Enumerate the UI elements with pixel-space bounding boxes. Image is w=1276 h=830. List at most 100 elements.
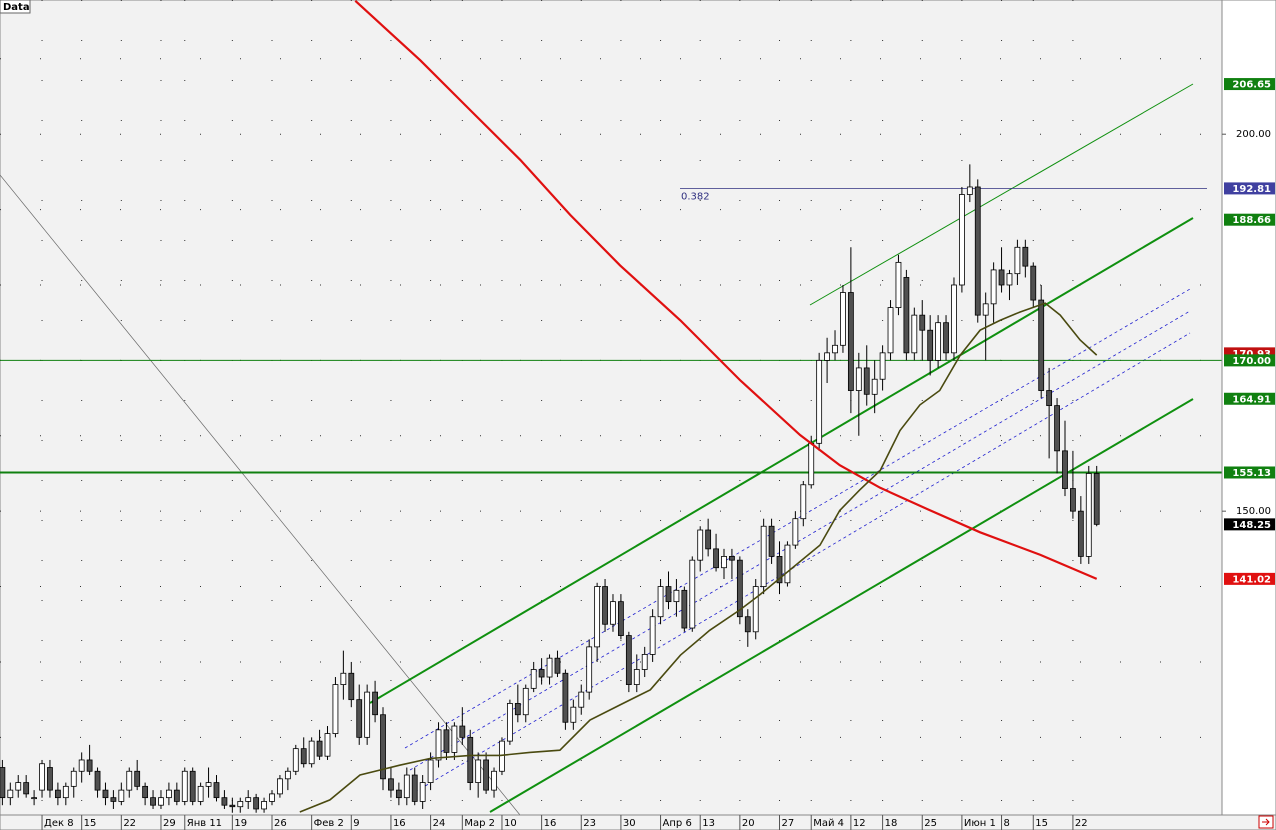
x-tick-label: 16 xyxy=(393,818,406,829)
price-tag xyxy=(1224,78,1275,91)
x-tick-label: 27 xyxy=(782,818,795,829)
candle-body xyxy=(927,329,934,361)
x-tick-label: Июн 1 xyxy=(964,818,996,829)
candle-body xyxy=(205,782,212,787)
candle-body xyxy=(300,748,307,765)
price-tag-label: 155.13 xyxy=(1232,468,1271,479)
candle-body xyxy=(816,359,823,444)
candle-body xyxy=(840,292,846,346)
x-tick-label: 26 xyxy=(274,818,287,829)
candle-body xyxy=(705,529,712,550)
x-tick-label: Дек 8 xyxy=(44,818,74,829)
candle-body xyxy=(459,725,466,738)
candle-body xyxy=(903,277,910,354)
candle-body xyxy=(808,442,815,486)
candle-body xyxy=(332,684,339,734)
x-tick-label: 23 xyxy=(583,818,596,829)
candle-body xyxy=(324,733,331,757)
x-tick-label: Янв 11 xyxy=(187,818,222,829)
candle-body xyxy=(94,770,101,791)
candle-body xyxy=(388,778,394,791)
candle-body xyxy=(491,770,497,791)
candle-body xyxy=(419,782,426,802)
candle-body xyxy=(681,589,688,629)
candle-body xyxy=(1093,473,1100,525)
candle-body xyxy=(372,691,378,716)
candle-body xyxy=(229,804,236,808)
candle-body xyxy=(47,767,53,791)
candle-body xyxy=(78,759,85,772)
candle-body xyxy=(150,797,156,806)
candle-body xyxy=(54,789,61,799)
candle-body xyxy=(744,616,751,633)
x-tick-label: Апр 6 xyxy=(663,818,692,829)
candle-body xyxy=(800,484,807,520)
candle-body xyxy=(721,556,727,569)
candle-body xyxy=(467,736,474,783)
candle-body xyxy=(911,314,918,354)
candle-body xyxy=(475,759,482,783)
candle-body xyxy=(776,556,783,584)
candle-body xyxy=(689,559,696,629)
candle-body xyxy=(760,525,767,587)
candle-body xyxy=(673,589,680,603)
channel-line xyxy=(414,332,1191,793)
candle-body xyxy=(364,691,371,738)
candle-body xyxy=(308,740,315,765)
x-tick-label: Мар 2 xyxy=(464,818,495,829)
x-tick-label: 30 xyxy=(623,818,636,829)
candle-body xyxy=(784,544,791,584)
candle-body xyxy=(697,529,704,561)
candle-body xyxy=(736,559,743,618)
candle-body xyxy=(855,367,862,391)
price-tag-label: 192.81 xyxy=(1232,184,1271,195)
candle-body xyxy=(356,699,363,738)
candle-body xyxy=(729,556,735,561)
candle-body xyxy=(253,797,260,810)
candle-body xyxy=(958,194,965,286)
x-tick-label: 20 xyxy=(742,818,755,829)
y-tick-label: 150.00 xyxy=(1236,506,1271,517)
candle-body xyxy=(62,785,69,799)
candle-body xyxy=(158,797,164,806)
candle-body xyxy=(1054,405,1060,452)
candle-body xyxy=(768,525,775,557)
candle-body xyxy=(261,801,267,810)
fib-label: 0.382 xyxy=(681,191,710,202)
price-tag xyxy=(1224,354,1275,367)
price-tag-label: 148.25 xyxy=(1232,520,1271,531)
candle-body xyxy=(998,269,1005,286)
x-tick-label: Май 4 xyxy=(813,818,844,829)
candle-body xyxy=(570,706,577,723)
corner-arrow xyxy=(1262,818,1270,826)
candle-body xyxy=(134,770,141,787)
candle-body xyxy=(340,672,347,685)
candle-body xyxy=(594,586,601,648)
candle-body xyxy=(966,186,973,195)
candle-body xyxy=(221,797,228,806)
price-tag-label: 141.02 xyxy=(1232,574,1271,585)
x-tick-label: 12 xyxy=(853,818,866,829)
candle-body xyxy=(657,586,664,618)
candle-body xyxy=(166,789,172,799)
candle-body xyxy=(316,740,323,757)
marks: 0.382 xyxy=(0,0,1222,813)
candle-body xyxy=(189,770,196,802)
candle-body xyxy=(1062,450,1068,489)
candle-body xyxy=(443,729,450,753)
candle-body xyxy=(824,352,830,361)
x-tick-label: 19 xyxy=(234,818,247,829)
candle-body xyxy=(15,782,22,791)
candle-body xyxy=(649,616,656,655)
candle-body xyxy=(919,314,926,331)
candle-body xyxy=(435,729,442,761)
x-axis-band xyxy=(0,814,1276,830)
moving-average xyxy=(299,302,1098,813)
drawings xyxy=(0,83,1194,816)
candle-body xyxy=(602,586,608,625)
candle-body xyxy=(110,797,117,802)
candle-body xyxy=(39,763,45,791)
candle-body xyxy=(1038,299,1045,391)
candle-body xyxy=(142,785,149,799)
